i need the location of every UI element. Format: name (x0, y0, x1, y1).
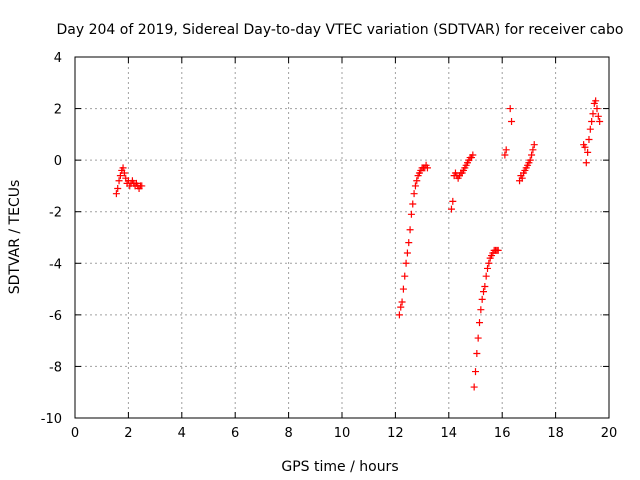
y-tick-label: -4 (49, 257, 62, 272)
data-point (407, 210, 415, 218)
data-point (411, 182, 419, 190)
data-point (530, 141, 538, 149)
x-tick-label: 8 (284, 426, 292, 441)
data-point (594, 112, 602, 120)
x-tick-label: 10 (334, 426, 351, 441)
data-point (481, 282, 489, 290)
data-point (474, 334, 482, 342)
data-point (592, 97, 600, 105)
data-point (593, 105, 601, 113)
x-tick-label: 2 (124, 426, 132, 441)
y-tick-label: -10 (41, 412, 62, 427)
x-axis-label: GPS time / hours (281, 459, 398, 475)
y-axis-label: SDTVAR / TECUs (7, 180, 23, 295)
x-tick-label: 4 (178, 426, 186, 441)
data-point (473, 350, 481, 358)
data-point (410, 190, 418, 198)
data-point (482, 272, 490, 280)
data-point (401, 272, 409, 280)
y-tick-label: 4 (54, 51, 62, 66)
data-point (138, 182, 146, 190)
data-point (397, 303, 405, 311)
data-point (399, 285, 407, 293)
x-tick-label: 6 (231, 426, 239, 441)
data-point (469, 151, 477, 159)
data-point (484, 264, 492, 272)
data-point (405, 239, 413, 247)
data-point (506, 105, 514, 113)
data-point (502, 146, 510, 154)
y-tick-label: -8 (49, 360, 62, 375)
data-point (476, 319, 484, 327)
data-points (112, 97, 604, 391)
data-point (596, 117, 604, 125)
data-point (585, 136, 593, 144)
data-point (409, 200, 417, 208)
grid (75, 57, 609, 418)
x-tick-label: 20 (601, 426, 618, 441)
data-point (518, 174, 526, 182)
data-point (398, 298, 406, 306)
data-point (529, 146, 537, 154)
y-tick-label: 0 (54, 154, 62, 169)
data-point (494, 246, 502, 254)
data-point (413, 177, 421, 185)
data-point (485, 259, 493, 267)
data-point (423, 164, 431, 172)
data-point (115, 177, 123, 185)
data-point (449, 197, 457, 205)
x-tick-label: 0 (71, 426, 79, 441)
data-point (114, 185, 122, 193)
x-tick-label: 14 (441, 426, 458, 441)
axis-ticks: 0 2 4 6 8 10 12 14 16 18 20 -10 -8 -6 -4 -2 0 2 4 (41, 51, 618, 441)
chart-title: Day 204 of 2019, Sidereal Day-to-day VTE… (57, 22, 624, 38)
data-point (116, 172, 124, 180)
data-point (584, 148, 592, 156)
data-point (472, 368, 479, 376)
y-tick-label: -2 (49, 206, 62, 221)
data-point (581, 143, 589, 151)
data-point (478, 295, 486, 303)
data-point (395, 311, 403, 319)
data-point (528, 151, 536, 159)
y-tick-label: 2 (54, 103, 62, 118)
x-tick-label: 18 (547, 426, 564, 441)
data-point (508, 117, 516, 125)
data-point (589, 110, 597, 118)
x-tick-label: 16 (494, 426, 511, 441)
data-point (402, 259, 410, 267)
data-point (480, 288, 488, 296)
y-tick-label: -6 (49, 309, 62, 324)
data-point (582, 159, 590, 167)
data-point (112, 190, 120, 198)
x-tick-label: 12 (387, 426, 404, 441)
data-point (588, 117, 596, 125)
data-point (586, 125, 594, 133)
data-point (120, 169, 128, 177)
data-point (406, 226, 414, 234)
data-point (477, 306, 485, 314)
data-point (403, 249, 411, 257)
data-point (526, 156, 534, 164)
data-point (447, 205, 455, 213)
data-point (501, 151, 509, 159)
data-point (470, 383, 478, 391)
data-point (119, 164, 127, 172)
